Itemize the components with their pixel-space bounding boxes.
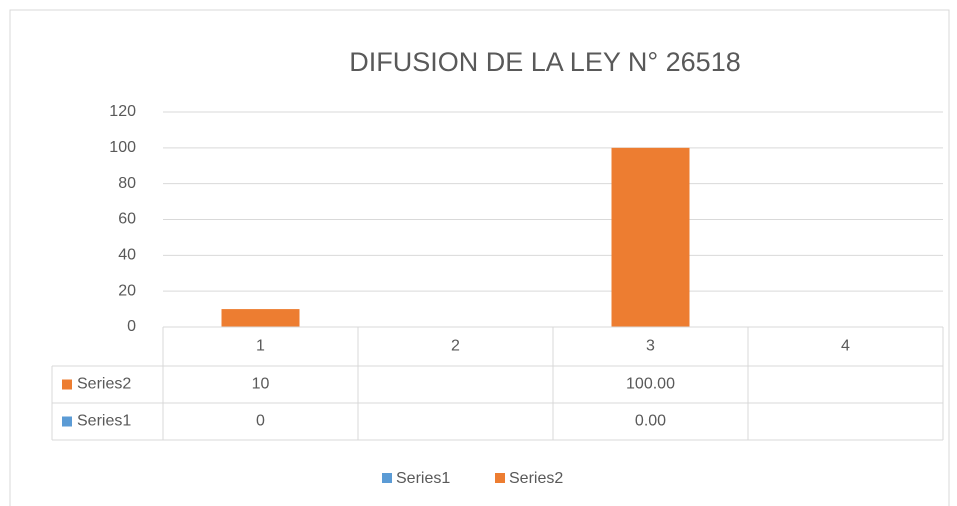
y-tick-label: 120 <box>109 103 136 120</box>
data-table-value: 100.00 <box>626 376 675 393</box>
chart-area <box>9 9 950 506</box>
x-tick-label: 4 <box>841 338 850 355</box>
y-tick-label: 0 <box>127 318 136 335</box>
y-tick-label: 20 <box>118 282 136 299</box>
x-tick-label: 3 <box>646 338 655 355</box>
data-table-value: 0.00 <box>635 413 666 430</box>
x-tick-label: 2 <box>451 338 460 355</box>
bar <box>611 147 690 327</box>
y-tick-label: 100 <box>109 139 136 156</box>
y-tick-label: 40 <box>118 247 136 264</box>
table-legend-key <box>62 416 72 427</box>
legend-key <box>495 473 505 483</box>
bar <box>221 309 300 327</box>
legend-label: Series2 <box>509 470 563 487</box>
table-series-name: Series1 <box>77 413 131 430</box>
y-tick-label: 60 <box>118 211 136 228</box>
chart-title: DIFUSION DE LA LEY N° 26518 <box>349 47 740 77</box>
table-legend-key <box>62 379 72 390</box>
y-tick-label: 80 <box>118 175 136 192</box>
legend-key <box>382 473 392 483</box>
x-tick-label: 1 <box>256 338 265 355</box>
data-table-value: 0 <box>256 413 265 430</box>
table-series-name: Series2 <box>77 376 131 393</box>
data-table-value: 10 <box>252 376 270 393</box>
legend-label: Series1 <box>396 470 450 487</box>
